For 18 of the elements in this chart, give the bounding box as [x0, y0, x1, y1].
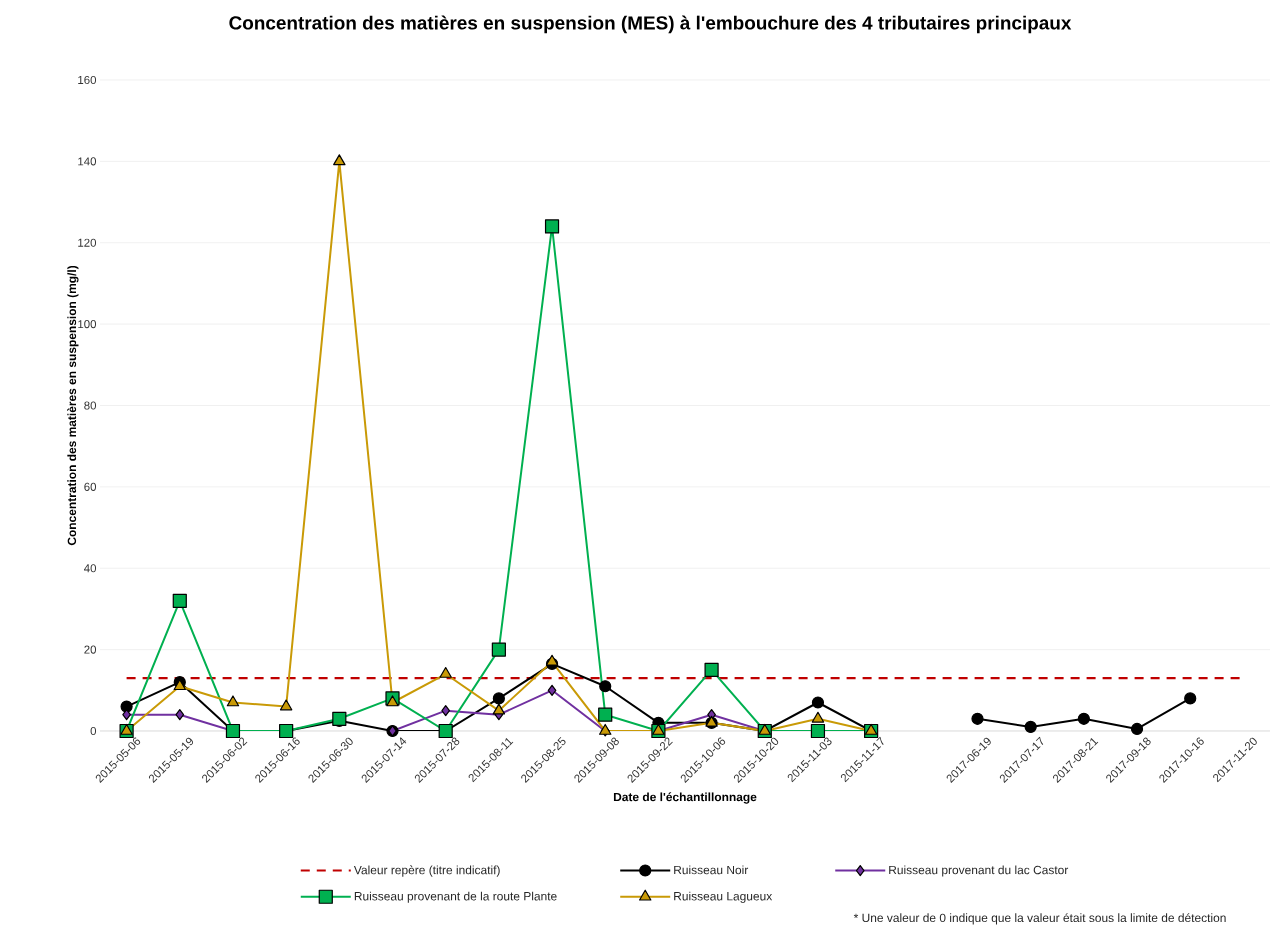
y-tick-label: 160: [78, 75, 97, 85]
legend-label: Valeur repère (titre indicatif): [353, 865, 500, 877]
y-tick-label: 100: [78, 320, 97, 329]
y-axis-title: Concentration des matières en suspension (mg/l): [67, 265, 79, 546]
y-tick-label: 80: [84, 401, 97, 410]
legend-label: Ruisseau Noir: [674, 865, 749, 875]
legend-label: Ruisseau Lagueux: [674, 891, 773, 903]
y-tick-label: 60: [84, 482, 97, 491]
y-tick-label: 120: [78, 238, 97, 247]
legend-label: Ruisseau provenant de la route Plante: [354, 891, 557, 903]
y-tick-label: 0: [90, 726, 97, 736]
chart-title: Concentration des matières en suspension (MES) à l'embouchure des 4 tributaires principaux: [229, 15, 1072, 34]
legend-label: Ruisseau provenant du lac Castor: [889, 865, 1069, 877]
text: * Une valeur de 0 indique que la valeur était sous la limite de détection: [853, 913, 1226, 925]
y-tick-label: 20: [84, 645, 97, 654]
y-tick-label: 40: [84, 564, 97, 573]
x-axis-title: Date de l'échantillonnage: [613, 792, 757, 804]
y-tick-label: 140: [78, 157, 97, 166]
